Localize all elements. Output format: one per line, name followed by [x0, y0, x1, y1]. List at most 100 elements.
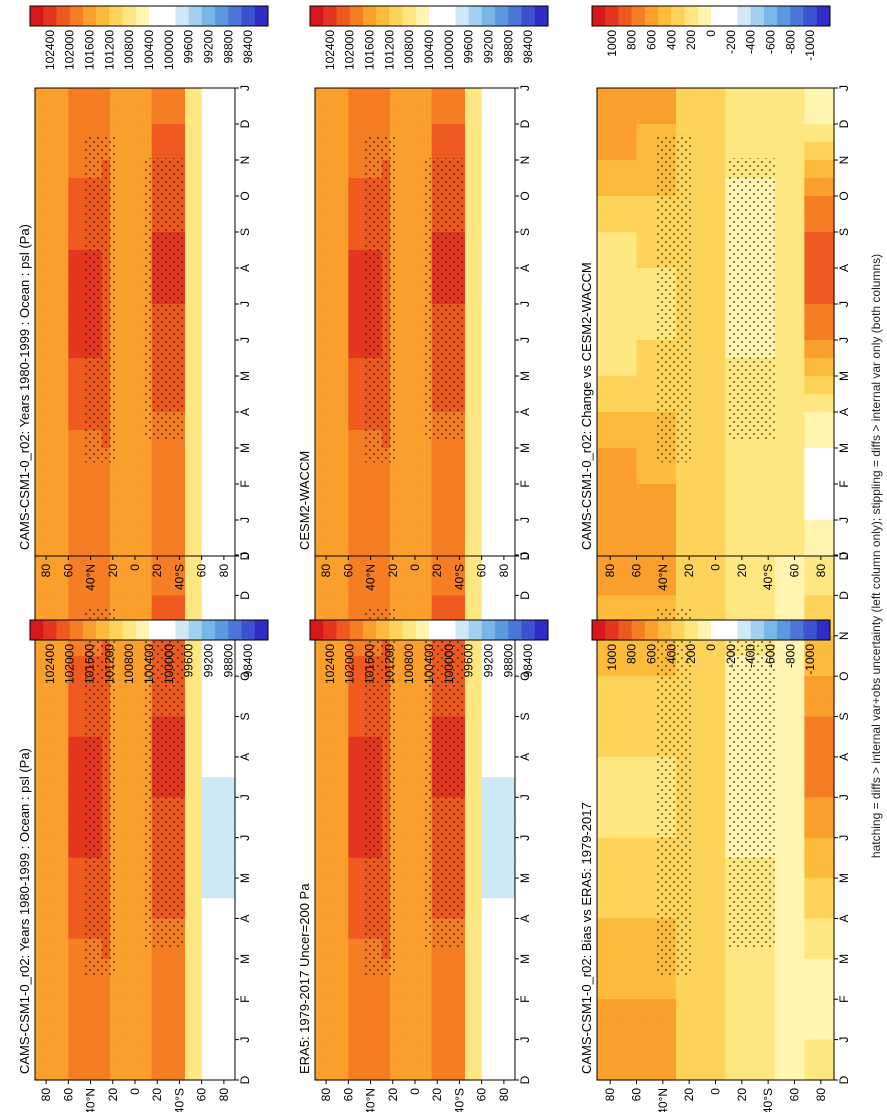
heat-cell: [218, 358, 228, 377]
heat-cell: [456, 520, 466, 539]
heat-cell: [201, 979, 211, 1000]
heat-cell: [415, 797, 424, 819]
heat-cell: [35, 817, 44, 839]
heat-cell: [331, 1039, 341, 1061]
heat-cell: [774, 655, 786, 677]
heat-cell: [794, 817, 805, 839]
heat-cell: [646, 484, 657, 503]
x-tick-label: M: [518, 954, 532, 964]
heat-cell: [481, 958, 491, 980]
heat-cell: [824, 1059, 835, 1081]
heat-cell: [226, 304, 236, 323]
heat-cell: [481, 736, 491, 758]
heat-cell: [705, 484, 717, 503]
heat-cell: [373, 1039, 383, 1061]
colorbar-tick-label: 99600: [182, 30, 196, 64]
colorbar-swatch: [429, 620, 443, 640]
heat-cell: [440, 430, 449, 449]
heat-cell: [636, 124, 647, 143]
heat-cell: [348, 1059, 358, 1081]
heat-cell: [135, 655, 144, 677]
heat-cell: [794, 394, 805, 413]
heat-cell: [218, 736, 228, 758]
x-tick-label: M: [837, 371, 851, 381]
heat-cell: [348, 878, 358, 899]
heat-cell: [43, 696, 53, 718]
heat-cell: [715, 837, 726, 859]
heat-cell: [110, 575, 119, 596]
heat-cell: [465, 448, 474, 467]
heat-cell: [135, 214, 144, 233]
heat-cell: [695, 178, 707, 197]
heat-cell: [168, 466, 178, 485]
colorbar-swatch: [56, 6, 71, 26]
y-tick-label: 60: [195, 1088, 209, 1102]
heat-cell: [118, 250, 128, 269]
heat-cell: [126, 286, 136, 305]
heat-cell: [465, 394, 474, 413]
heat-cell: [348, 918, 358, 940]
heat-cell: [356, 502, 366, 521]
x-tick-label: J: [837, 301, 851, 307]
heat-cell: [616, 777, 628, 798]
heat-cell: [636, 430, 647, 449]
x-tick-label: M: [837, 954, 851, 964]
heat-cell: [218, 1019, 228, 1041]
heat-cell: [315, 878, 324, 899]
y-tick-label: 20: [106, 1088, 120, 1102]
heat-cell: [705, 555, 717, 576]
heat-cell: [481, 268, 491, 287]
heat-cell: [656, 484, 667, 503]
heat-cell: [331, 304, 341, 323]
heat-cell: [695, 1039, 707, 1061]
heat-cell: [448, 430, 458, 449]
heat-cell: [68, 756, 78, 778]
heat-cell: [666, 502, 677, 521]
heat-cell: [160, 555, 169, 576]
heat-cell: [498, 484, 508, 503]
heat-cell: [705, 196, 717, 215]
heat-cell: [506, 777, 516, 798]
heat-cell: [656, 575, 667, 596]
heat-cell: [616, 696, 628, 718]
heat-cell: [456, 979, 466, 1000]
heat-cell: [774, 88, 786, 107]
heat-cell: [715, 777, 726, 798]
heat-cell: [597, 857, 608, 879]
colorbar-tick-label: -1000: [803, 644, 817, 675]
heat-cell: [814, 595, 825, 617]
heat-cell: [473, 538, 483, 557]
colorbar-tick-label: 99200: [482, 644, 496, 678]
heat-cell: [348, 797, 358, 819]
heat-cell: [705, 286, 717, 305]
heat-cell: [151, 958, 161, 980]
heat-cell: [35, 88, 44, 107]
heat-cell: [348, 655, 358, 677]
heat-cell: [323, 736, 333, 758]
heat-cell: [51, 878, 61, 899]
heat-cell: [118, 142, 128, 161]
colorbar-swatch: [495, 6, 509, 26]
heat-cell: [481, 340, 491, 359]
heat-cell: [218, 232, 228, 251]
heat-cell: [135, 938, 144, 960]
y-tick-label: 40°N: [364, 1088, 378, 1112]
colorbar-swatch: [790, 6, 805, 26]
heat-cell: [666, 88, 677, 107]
heat-cell: [201, 958, 211, 980]
heat-cell: [398, 857, 408, 879]
y-tick-label: 20: [430, 564, 444, 578]
heat-cell: [794, 1019, 805, 1041]
heat-cell: [43, 1059, 53, 1081]
heat-cell: [406, 595, 416, 617]
heat-cell: [506, 538, 516, 557]
heat-cell: [43, 918, 53, 940]
heat-cell: [481, 1059, 491, 1081]
heat-cell: [755, 88, 766, 107]
heat-cell: [715, 878, 726, 899]
heat-cell: [774, 938, 786, 960]
heat-cell: [606, 286, 618, 305]
heat-cell: [151, 106, 161, 125]
heat-cell: [226, 777, 236, 798]
heat-cell: [606, 595, 618, 617]
